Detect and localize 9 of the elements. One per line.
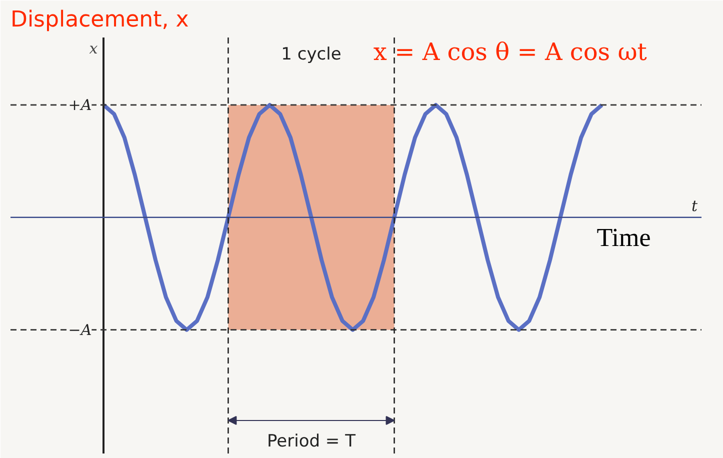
text: 1 cycle <box>281 44 342 64</box>
ref-line-label: +A <box>68 96 92 114</box>
text: x = A cos θ = A cos ωt <box>373 38 648 66</box>
annotation: Time <box>596 223 651 252</box>
text: Period = T <box>267 432 356 452</box>
ref-line-label: −A <box>68 320 92 339</box>
chart-title: Displacement, x <box>10 8 189 32</box>
text: t <box>691 197 698 216</box>
y-axis-title: x <box>89 40 98 58</box>
